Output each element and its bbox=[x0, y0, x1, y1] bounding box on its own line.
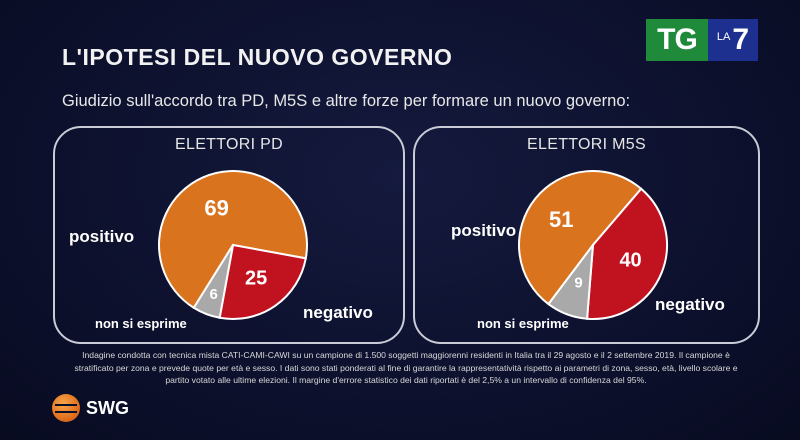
pie-chart-m5s: 51 positivo 40 negativo 9 non si esprime bbox=[451, 170, 725, 331]
data-label-negativo: 40 bbox=[619, 250, 641, 272]
pie-chart-pd: 69 positivo 25 negativo 6 non si esprime bbox=[69, 170, 373, 331]
swg-logo-text: SWG bbox=[86, 398, 129, 418]
chart-title-m5s: ELETTORI M5S bbox=[527, 136, 646, 153]
category-label-non-si-esprime: non si esprime bbox=[95, 316, 187, 331]
category-label-positivo: positivo bbox=[69, 227, 134, 246]
pie-slice-positivo bbox=[518, 170, 643, 306]
pie-slice-non-si-esprime bbox=[192, 244, 234, 319]
data-label-non-si-esprime: 9 bbox=[574, 275, 582, 292]
swg-globe-icon bbox=[52, 394, 80, 422]
la7-logo-mark: LA 7 bbox=[708, 19, 758, 61]
category-label-negativo: negativo bbox=[303, 303, 373, 322]
la7-logo-seven: 7 bbox=[732, 23, 750, 56]
category-label-positivo: positivo bbox=[451, 221, 516, 240]
page-title: L'IPOTESI DEL NUOVO GOVERNO bbox=[62, 44, 453, 70]
chart-title-pd: ELETTORI PD bbox=[175, 136, 283, 153]
data-label-non-si-esprime: 6 bbox=[210, 286, 218, 303]
tg-logo-mark: TG bbox=[646, 19, 708, 61]
page-subtitle: Giudizio sull'accordo tra PD, M5S e altr… bbox=[62, 92, 631, 110]
panel-elettori-m5s: ELETTORI M5S 51 positivo 40 negativo 9 non si… bbox=[413, 126, 760, 344]
pie-slice-negativo bbox=[585, 187, 668, 320]
category-label-negativo: negativo bbox=[655, 295, 725, 314]
la7-logo-la: LA bbox=[716, 31, 731, 43]
pie-slice-positivo bbox=[158, 170, 308, 310]
panel-elettori-pd: ELETTORI PD 69 positivo 25 negativo 6 non si … bbox=[53, 126, 405, 344]
swg-logo: SWG bbox=[52, 394, 162, 424]
category-label-non-si-esprime: non si esprime bbox=[477, 316, 569, 331]
data-label-negativo: 25 bbox=[245, 268, 267, 290]
pie-slice-non-si-esprime bbox=[547, 241, 595, 320]
methodology-footnote: Indagine condotta con tecnica mista CATI… bbox=[74, 350, 738, 385]
tg-la7-logo: TG LA 7 bbox=[646, 19, 758, 61]
data-label-positivo: 51 bbox=[549, 207, 573, 232]
pie-slice-negativo bbox=[218, 243, 307, 320]
data-label-positivo: 69 bbox=[204, 195, 228, 220]
